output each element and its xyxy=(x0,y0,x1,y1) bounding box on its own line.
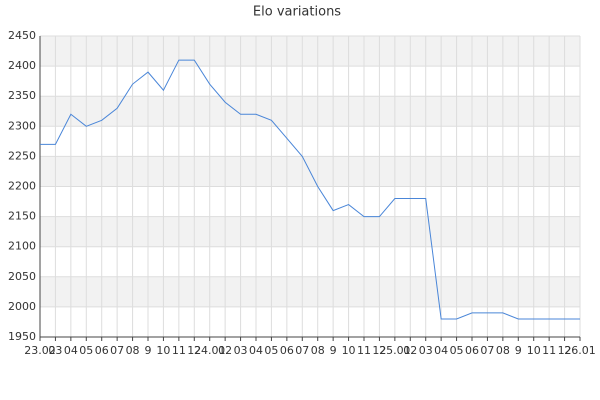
x-tick-label: 02 xyxy=(403,344,417,357)
y-tick-label: 1950 xyxy=(8,330,36,343)
y-tick-label: 2000 xyxy=(8,300,36,313)
x-tick-label: 12 xyxy=(187,344,201,357)
x-tick-label: 05 xyxy=(264,344,278,357)
x-tick-label: 06 xyxy=(95,344,109,357)
y-tick-label: 2250 xyxy=(8,149,36,162)
chart-title: Elo variations xyxy=(253,5,341,20)
x-tick-label: 23.02 xyxy=(24,344,56,357)
x-tick-label: 08 xyxy=(126,344,140,357)
line xyxy=(40,59,580,320)
x-tick-label: 03 xyxy=(419,344,433,357)
y-tick-label: 2100 xyxy=(8,240,36,253)
x-tick-label: 04 xyxy=(249,344,263,357)
x-tick-label: 07 xyxy=(295,344,309,357)
x-tick-label: 12 xyxy=(558,344,572,357)
band xyxy=(40,36,580,67)
x-tick-label: 11 xyxy=(357,344,371,357)
x-tick-label: 06 xyxy=(280,344,294,357)
x-tick-label: 10 xyxy=(527,344,541,357)
y-tick-label: 2350 xyxy=(8,89,36,102)
x-tick-label: 05 xyxy=(450,344,464,357)
y-tick-label: 2450 xyxy=(8,29,36,42)
y-tick-label: 2050 xyxy=(8,270,36,283)
x-tick-label: 07 xyxy=(480,344,494,357)
x-tick-label: 10 xyxy=(342,344,356,357)
x-tick-label: 11 xyxy=(542,344,556,357)
band xyxy=(40,96,580,127)
x-tick-label: 03 xyxy=(234,344,248,357)
x-tick-label: 26.01 xyxy=(564,344,596,357)
x-tick-label: 25.01 xyxy=(379,344,411,357)
x-tick-label: 04 xyxy=(64,344,78,357)
x-tick-label: 9 xyxy=(145,344,152,357)
x-tick-label: 05 xyxy=(79,344,93,357)
band xyxy=(40,216,580,247)
x-tick-label: 08 xyxy=(496,344,510,357)
x-tick-label: 12 xyxy=(372,344,386,357)
x-tick-label: 07 xyxy=(110,344,124,357)
x-tick-label: 24.01 xyxy=(194,344,226,357)
x-tick-label: 11 xyxy=(172,344,186,357)
y-tick-label: 2200 xyxy=(8,180,36,193)
band xyxy=(40,276,580,307)
x-tick-label: 02 xyxy=(218,344,232,357)
x-tick-label: 03 xyxy=(48,344,62,357)
x-tick-label: 10 xyxy=(156,344,170,357)
x-tick-label: 06 xyxy=(465,344,479,357)
y-tick-label: 2300 xyxy=(8,119,36,132)
x-tick-label: 08 xyxy=(311,344,325,357)
y-tick-label: 2400 xyxy=(8,59,36,72)
x-tick-label: 04 xyxy=(434,344,448,357)
x-tick-label: 9 xyxy=(515,344,522,357)
y-tick-label: 2150 xyxy=(8,210,36,223)
x-tick-label: 9 xyxy=(330,344,337,357)
